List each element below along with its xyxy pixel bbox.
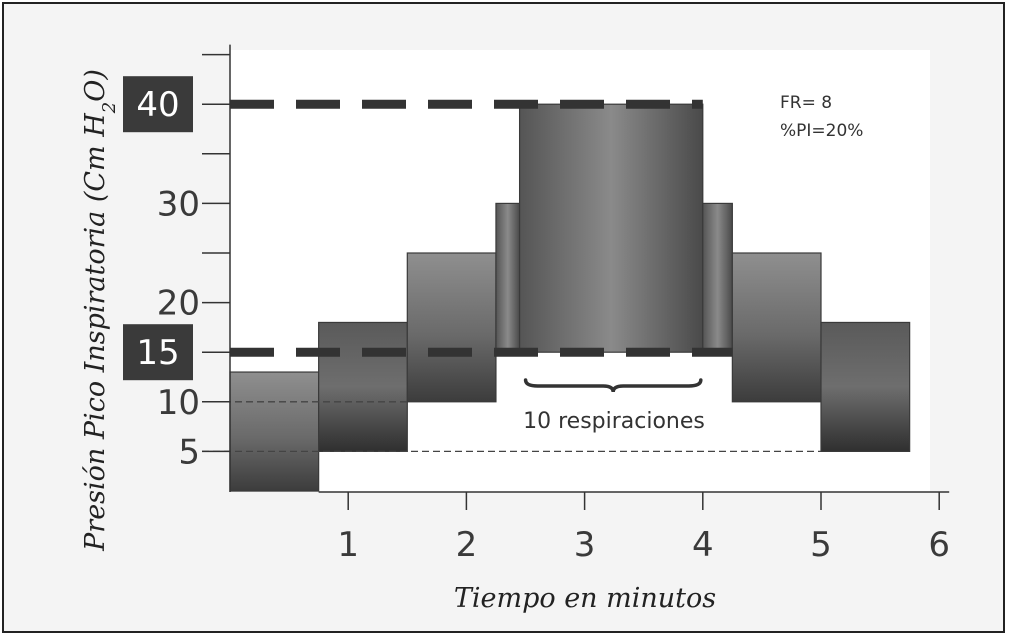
x-tick-label-1: 1 — [337, 525, 359, 565]
pressure-step-3 — [406, 252, 497, 403]
y-axis-title-subscript: 2 — [99, 102, 120, 114]
x-axis-title: Tiempo en minutos — [454, 583, 716, 614]
pressure-step-7 — [731, 252, 822, 403]
steps-layer — [229, 103, 911, 492]
x-tick-label-5: 5 — [810, 525, 832, 565]
breaths-brace — [523, 378, 703, 393]
brace-label: 10 respiraciones — [523, 409, 705, 434]
x-tick-label-3: 3 — [574, 525, 596, 565]
pressure-step-5 — [518, 103, 704, 353]
x-tick-label-6: 6 — [928, 525, 950, 565]
x-tick-label-2: 2 — [456, 525, 478, 565]
threshold-label-box-40 — [123, 76, 193, 133]
axes-layer — [202, 44, 950, 510]
y-tick-label-20: 20 — [157, 284, 200, 324]
lines-layer — [202, 99, 821, 453]
labels-layer: 40 15 5 10 20 30 1 2 3 4 5 6 — [123, 76, 950, 565]
x-tick-label-4: 4 — [692, 525, 714, 565]
pressure-step-2 — [318, 321, 408, 453]
threshold-label-40: 40 — [136, 85, 179, 125]
threshold-label-15: 15 — [136, 333, 179, 373]
y-tick-label-10: 10 — [157, 383, 200, 423]
y-axis-title-end: O) — [80, 69, 111, 102]
threshold-label-box-15 — [123, 324, 193, 381]
y-tick-label-30: 30 — [157, 184, 200, 224]
y-axis-title-main: Presión Pico Inspiratoria (Cm H — [80, 113, 111, 552]
param-pi: %PI=20% — [780, 121, 863, 141]
pressure-step-4 — [495, 202, 521, 353]
param-fr: FR= 8 — [780, 93, 832, 113]
pressure-step-1 — [229, 371, 320, 492]
y-axis-title: Presión Pico Inspiratoria (Cm H2O) — [80, 69, 120, 552]
pressure-step-6 — [702, 202, 733, 353]
y-tick-label-5: 5 — [178, 432, 200, 472]
pressure-step-8 — [820, 321, 911, 453]
